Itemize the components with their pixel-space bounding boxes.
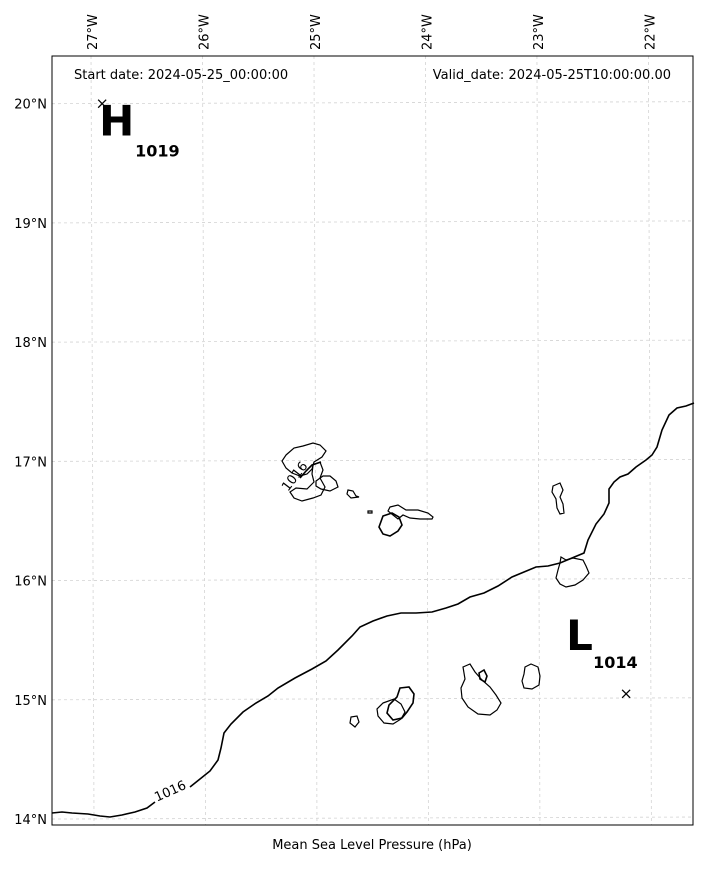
island-sao-vicente [289,461,326,502]
lat-tick-label: 17°N [14,455,47,470]
valid-date-label: Valid_date: 2024-05-25T10:00:00.00 [433,68,671,83]
island-sal [551,482,565,515]
parallel-19°N [51,220,694,224]
parallel-15°N [51,697,694,701]
meridian-26°W [202,55,206,826]
island-fogo-closed-contour [386,686,415,721]
lon-tick-label: 22°W [643,14,658,50]
island-maio [521,663,541,690]
isobar-label: 1016 [152,778,188,805]
lon-tick-label: 26°W [197,14,212,50]
island-branco [346,489,360,499]
lon-tick-label: 27°W [86,14,101,50]
isobar-1016-main [51,402,695,818]
lat-tick-label: 19°N [14,217,47,232]
lat-tick-label: 15°N [14,694,47,709]
parallel-20°N [51,101,694,105]
center-letter: H [99,97,134,146]
parallel-18°N [51,339,694,343]
lat-tick-label: 18°N [14,336,47,351]
lon-tick-label: 25°W [309,14,324,50]
map-frame [51,55,694,826]
island-sao-nicolau-closed-contour [378,512,403,537]
center-letter: L [566,611,593,660]
island-brava [349,715,360,728]
parallel-16°N [51,578,694,581]
graticule [51,55,694,826]
lat-tick-label: 20°N [14,98,47,113]
latitude-tick-labels: 20°N 19°N 18°N 17°N 16°N 15°N 14°N [14,98,47,828]
island-santa-luzia [315,475,339,492]
center-marker-x-icon [97,99,107,109]
lon-tick-label: 24°W [420,14,435,50]
island-santo-antao [281,442,327,477]
isobars [51,402,695,818]
island-raso [367,510,373,514]
island-sao-nicolau [387,504,434,520]
isobar-1016-north-segment [299,461,322,479]
island-fogo [376,698,406,725]
meridian-22°W [648,55,652,826]
center-value: 1014 [593,653,638,672]
coastlines [281,442,590,728]
center-marker-x-icon [621,689,631,699]
meridian-24°W [425,55,429,826]
island-santiago-closed-contour [478,668,488,684]
center-value: 1019 [135,142,180,161]
lat-tick-label: 14°N [14,813,47,828]
meridian-27°W [90,55,95,826]
lon-tick-label: 23°W [532,14,547,50]
longitude-tick-labels: 27°W 26°W 25°W 24°W 23°W 22°W [86,14,658,50]
start-date-label: Start date: 2024-05-25_00:00:00 [74,68,288,83]
island-santiago [460,663,502,716]
meridian-23°W [536,55,541,826]
x-axis-label: Mean Sea Level Pressure (hPa) [272,838,472,853]
parallel-14°N [51,816,694,820]
parallel-17°N [51,458,694,462]
meridian-25°W [313,55,318,826]
island-boa-vista [555,556,590,588]
lat-tick-label: 16°N [14,575,47,590]
